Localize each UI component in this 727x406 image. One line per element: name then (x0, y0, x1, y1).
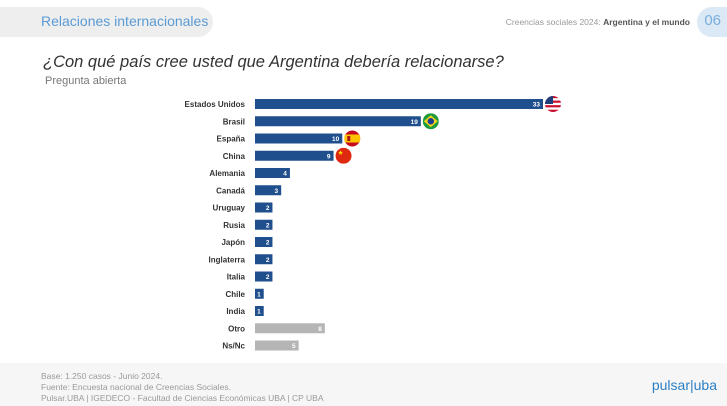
bar (255, 133, 343, 144)
data-label: 1 (257, 291, 261, 298)
section-title: Relaciones internacionales (41, 13, 209, 29)
bar-group: Estados Unidos 33 (185, 96, 561, 112)
report-context: Creencias sociales 2024: Argentina y el … (506, 17, 690, 27)
category-label: España (217, 135, 246, 144)
category-label: Otro (228, 324, 245, 333)
data-label: 2 (266, 222, 270, 229)
report-context-title: Argentina y el mundo (603, 17, 690, 27)
logo-uba: uba (693, 377, 717, 393)
footer-credits: Pulsar.UBA | IGEDECO - Facultad de Cienc… (41, 393, 324, 403)
footer-base: Base: 1.250 casos - Junio 2024. (41, 371, 163, 381)
chart-subtitle: Pregunta abierta (45, 75, 127, 87)
footer-notes: Base: 1.250 casos - Junio 2024. Fuente: … (41, 371, 324, 404)
bar (255, 185, 282, 196)
data-label: 2 (266, 274, 270, 281)
bar-group: Chile 1 (225, 288, 264, 299)
bar-group: Italia 2 (227, 271, 273, 282)
section-pill (0, 7, 213, 37)
bar-group: Ns/Nc 5 (222, 340, 299, 351)
category-label: Chile (225, 290, 245, 299)
china-flag-star (338, 150, 344, 155)
data-label: 1 (257, 309, 261, 316)
us-flag-canton (545, 96, 553, 104)
category-label: Italia (227, 273, 246, 282)
logo-pulsar: pulsar (651, 377, 690, 393)
bar (255, 306, 264, 316)
spain-flag-crest (347, 136, 351, 141)
china-flag-icon (335, 147, 352, 164)
chart-question: ¿Con qué país cree usted que Argentina d… (43, 53, 504, 71)
category-label: Estados Unidos (185, 100, 246, 109)
data-label: 3 (275, 188, 279, 195)
footer-source: Fuente: Encuesta nacional de Creencias S… (41, 382, 231, 392)
bar-chart: Estados Unidos 33 Brasil 19 España 10 China 9 Al… (185, 96, 561, 351)
page-number: 06 (704, 12, 721, 29)
bar-group: India 1 (226, 306, 264, 316)
us-flag-stripe (545, 105, 561, 108)
bar-group: China 9 (223, 147, 352, 164)
bar (255, 288, 264, 299)
category-label: Japón (221, 238, 245, 247)
data-label: 9 (327, 153, 331, 160)
bar (255, 237, 273, 247)
data-label: 5 (292, 343, 296, 350)
data-label: 10 (332, 136, 340, 143)
bar (255, 116, 421, 127)
page-badge (697, 7, 727, 37)
bar (255, 323, 325, 334)
bar-group: Rusia 2 (223, 219, 273, 230)
bar (255, 202, 273, 213)
report-context-prefix: Creencias sociales 2024: (505, 17, 604, 27)
pulsar-uba-logo: pulsar|uba (652, 377, 717, 393)
data-label: 8 (318, 326, 322, 333)
us-flag-stripe (545, 107, 561, 110)
bar (255, 99, 543, 109)
bar (255, 340, 299, 351)
footer-band (0, 363, 727, 406)
bar-group: Canadá 3 (216, 185, 282, 196)
bar-group: Inglaterra 2 (209, 254, 273, 265)
bar (255, 254, 273, 265)
bar (255, 150, 334, 161)
bar (255, 219, 273, 230)
bar-group: Alemania 4 (209, 168, 290, 178)
bar-group: España 10 (217, 130, 361, 147)
bar-group: Brasil 19 (223, 113, 439, 130)
us-flag-icon (545, 96, 561, 112)
category-label: Uruguay (213, 204, 246, 213)
us-flag-stripe (545, 109, 561, 112)
category-label: India (226, 307, 245, 316)
bar (255, 168, 290, 178)
data-label: 2 (266, 205, 270, 212)
data-label: 4 (283, 171, 287, 178)
brazil-flag-icon (422, 113, 439, 130)
category-label: China (223, 152, 246, 161)
category-label: Brasil (223, 117, 245, 126)
category-label: Alemania (209, 169, 245, 178)
bar-group: Otro 8 (228, 323, 325, 334)
logo-separator: | (690, 377, 694, 393)
category-label: Inglaterra (209, 255, 246, 264)
category-label: Canadá (216, 186, 245, 195)
category-label: Ns/Nc (222, 342, 245, 351)
brazil-flag-globe (427, 118, 435, 125)
spain-flag-icon (344, 130, 361, 147)
data-label: 33 (533, 102, 541, 109)
bar-group: Japón 2 (221, 237, 273, 247)
data-label: 2 (266, 257, 270, 264)
data-label: 19 (411, 119, 419, 126)
spain-flag-yellow (344, 134, 361, 143)
data-label: 2 (266, 240, 270, 247)
category-label: Rusia (223, 221, 245, 230)
bar-group: Uruguay 2 (213, 202, 273, 213)
bar (255, 271, 273, 282)
china-flag-field (335, 147, 352, 164)
